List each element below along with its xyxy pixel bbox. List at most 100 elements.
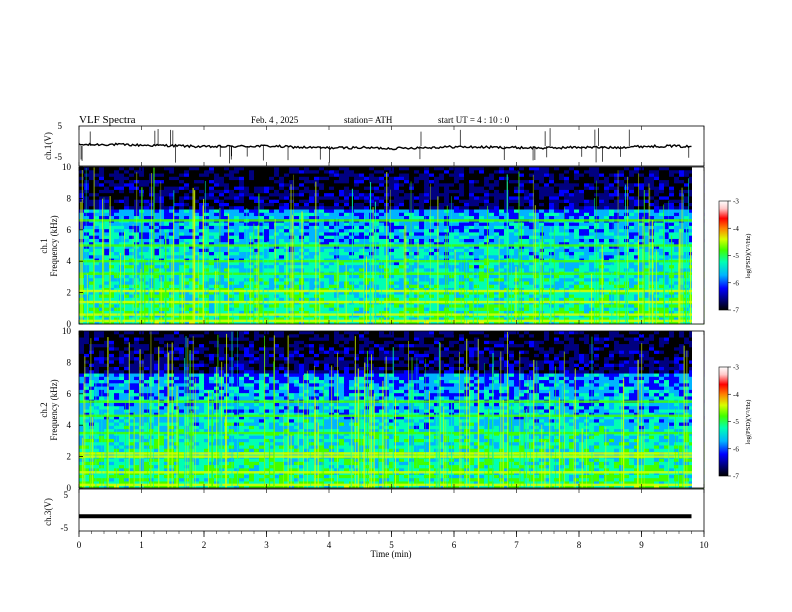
spectrogram-cell <box>664 209 670 214</box>
spectrogram-cell <box>434 170 440 174</box>
spectrogram-cell <box>529 265 535 269</box>
spectrogram-cell <box>529 173 535 178</box>
spectrogram-cell <box>544 193 550 197</box>
spectrogram-cell <box>104 176 110 181</box>
spectrogram-cell <box>194 167 200 171</box>
spectrogram-cell <box>104 199 110 204</box>
spectrogram-cell <box>644 278 650 282</box>
spectrogram-cell <box>394 278 400 282</box>
spectrogram-cell <box>579 196 585 201</box>
spectrogram-cell <box>524 248 530 253</box>
spectrogram-cell <box>524 212 530 217</box>
spectrogram-cell <box>429 173 435 178</box>
spectrogram-cell <box>84 252 90 256</box>
spectrogram-cell <box>94 199 100 204</box>
spectrogram-cell <box>279 229 285 233</box>
spectrogram-cell <box>619 268 625 273</box>
spectrogram-cell <box>684 193 690 197</box>
spectrogram-cell <box>279 248 285 253</box>
spectrogram-cell <box>154 248 160 253</box>
spectrogram-cell <box>479 242 485 246</box>
spectrogram-cell <box>614 252 620 256</box>
spectrogram-cell <box>284 173 290 178</box>
spectrogram-cell <box>344 202 350 207</box>
spectrogram-cell <box>259 170 265 174</box>
spectrogram-cell <box>269 242 275 246</box>
spectrogram-cell <box>99 225 105 230</box>
spectrogram-cell <box>104 278 110 282</box>
spectrogram-cell <box>294 183 300 188</box>
spectrogram-cell <box>364 170 370 174</box>
spectrogram-cell <box>109 261 115 266</box>
spectrogram-cell <box>294 235 300 240</box>
spectrogram-cell <box>194 274 200 279</box>
spectrogram-cell <box>104 209 110 214</box>
spectrogram-cell <box>614 167 620 171</box>
spectrogram-cell <box>509 206 515 210</box>
spectrogram-cell <box>389 261 395 266</box>
spectrogram-cell <box>534 173 540 178</box>
spectrogram-cell <box>394 274 400 279</box>
spectrogram-cell <box>354 186 360 191</box>
spectrogram-cell <box>409 248 415 253</box>
spectrogram-cell <box>414 238 420 243</box>
spectrogram-cell <box>189 206 195 210</box>
spectrogram-cell <box>319 265 325 269</box>
spectrogram-cell <box>339 265 345 269</box>
spectrogram-cell <box>494 202 500 207</box>
spectrogram-cell <box>594 176 600 181</box>
spectrogram-cell <box>439 189 445 194</box>
spectrogram-cell <box>534 196 540 201</box>
spectrogram-cell <box>544 235 550 240</box>
spectrogram-cell <box>264 268 270 273</box>
spectrogram-cell <box>539 281 545 286</box>
spectrogram-cell <box>544 202 550 207</box>
spectrogram-cell <box>109 229 115 233</box>
spectrogram-cell <box>89 212 95 217</box>
spectrogram-cell <box>539 284 545 289</box>
spectrogram-cell <box>579 189 585 194</box>
spectrogram-cell <box>439 180 445 184</box>
spectrogram-cell <box>449 180 455 184</box>
spectrogram-cell <box>409 245 415 250</box>
spectrogram-cell <box>189 199 195 204</box>
spectrogram-cell <box>329 216 335 220</box>
spectrogram-cell <box>559 242 565 246</box>
spectrogram-cell <box>229 238 235 243</box>
spectrogram-cell <box>349 261 355 266</box>
spectrogram-cell <box>214 216 220 220</box>
spectrogram-cell <box>329 183 335 188</box>
spectrogram-cell <box>364 202 370 207</box>
spectrogram-cell <box>309 235 315 240</box>
spectrogram-cell <box>514 268 520 273</box>
ch1-trace <box>78 142 692 151</box>
spectrogram-cell <box>454 222 460 227</box>
spectrogram-cell <box>99 206 105 210</box>
spectrogram-cell <box>584 193 590 197</box>
spectrogram-cell <box>204 209 210 214</box>
spectrogram-cell <box>654 199 660 204</box>
spectrogram-cell <box>604 170 610 174</box>
spectrogram-cell <box>94 196 100 201</box>
spectrogram-cell <box>199 245 205 250</box>
spectrogram-cell <box>564 212 570 217</box>
spectrogram-cell <box>164 261 170 266</box>
spectrogram-cell <box>369 252 375 256</box>
spectrogram-cell <box>324 167 330 171</box>
spectrogram-cell <box>84 202 90 207</box>
spectrogram-cell <box>389 222 395 227</box>
spectrogram-cell <box>534 183 540 188</box>
spectrogram-cell <box>199 261 205 266</box>
spectrogram-cell <box>644 274 650 279</box>
spectrogram-cell <box>314 206 320 210</box>
spectrogram-cell <box>314 212 320 217</box>
spectrogram-cell <box>184 238 190 243</box>
spectrogram-cell <box>224 170 230 174</box>
spectrogram-cell <box>359 232 365 237</box>
spectrogram-cell <box>114 216 120 220</box>
spectrogram-cell <box>559 173 565 178</box>
spectrogram-cell <box>459 173 465 178</box>
spectrogram-cell <box>474 167 480 171</box>
spectrogram-cell <box>589 206 595 210</box>
spectrogram-cell <box>664 189 670 194</box>
